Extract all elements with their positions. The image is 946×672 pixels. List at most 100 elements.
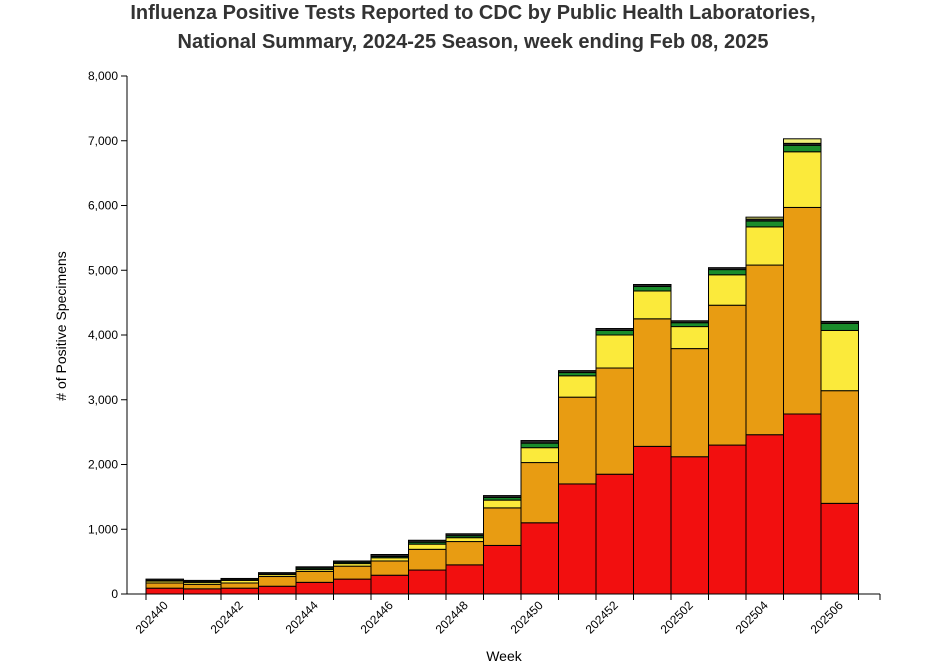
bar-segment-202440-s0 xyxy=(145,587,184,595)
bar-segment-202450-s4 xyxy=(520,440,559,444)
bar-segment-202504-s3 xyxy=(745,220,784,228)
bar-segment-202448-s2 xyxy=(445,537,484,543)
y-axis-title: # of Positive Specimens xyxy=(53,251,69,400)
bar-segment-202450-s1 xyxy=(520,462,559,524)
x-axis-title: Week xyxy=(486,648,523,664)
bar-segment-202443-s4 xyxy=(258,572,297,575)
bar-segment-202450-s2 xyxy=(520,447,559,464)
bar-segment-202505-s5 xyxy=(783,138,822,144)
bar-segment-202504-s2 xyxy=(745,226,784,266)
y-tick-label: 6,000 xyxy=(88,199,118,213)
bar-segment-202449-s2 xyxy=(483,499,522,509)
x-tick-label: 202448 xyxy=(433,598,471,636)
bar-segment-202505-s1 xyxy=(783,206,822,415)
bar-segment-202503-s1 xyxy=(708,304,747,446)
bar-segment-202440-s4 xyxy=(145,578,184,581)
bar-segment-202446-s4 xyxy=(370,554,409,557)
bar-segment-202448-s0 xyxy=(445,564,484,595)
bar-segment-202441-s4 xyxy=(183,579,222,583)
bar-segment-202446-s1 xyxy=(370,560,409,576)
bar-segment-202502-s2 xyxy=(670,326,709,350)
bar-segment-202447-s0 xyxy=(408,569,447,595)
x-tick-label: 202506 xyxy=(808,598,846,636)
bar-segment-202441-s1 xyxy=(183,583,222,590)
bar-segment-202442-s0 xyxy=(220,587,259,595)
bar-segment-202444-s0 xyxy=(295,581,334,595)
bar-segment-202447-s2 xyxy=(408,543,447,550)
bar-segment-202501-s1 xyxy=(633,318,672,447)
bar-segment-202505-s2 xyxy=(783,151,822,208)
bar-segment-202503-s2 xyxy=(708,274,747,306)
bar-segment-202501-s3 xyxy=(633,285,672,292)
bar-segment-202444-s1 xyxy=(295,570,334,583)
y-tick-label: 7,000 xyxy=(88,134,118,148)
bar-segment-202449-s4 xyxy=(483,495,522,499)
bar-segment-202444-s4 xyxy=(295,566,334,569)
bar-segment-202442-s4 xyxy=(220,577,259,581)
bar-segment-202442-s1 xyxy=(220,582,259,589)
y-tick-label: 4,000 xyxy=(88,328,118,342)
bar-segment-202452-s4 xyxy=(595,328,634,331)
bar-segment-202448-s4 xyxy=(445,533,484,537)
bars-group xyxy=(145,138,859,595)
bar-segment-202506-s3 xyxy=(820,322,859,331)
x-tick-label: 202444 xyxy=(283,598,321,636)
x-tick-label: 202504 xyxy=(733,598,771,636)
bar-segment-202501-s4 xyxy=(633,283,672,287)
bar-segment-202504-s5 xyxy=(745,216,784,220)
bar-segment-202452-s0 xyxy=(595,473,634,595)
bar-segment-202503-s4 xyxy=(708,267,747,271)
bar-segment-202506-s0 xyxy=(820,502,859,595)
bar-segment-202443-s1 xyxy=(258,576,297,587)
bar-segment-202504-s0 xyxy=(745,434,784,595)
bar-segment-202445-s1 xyxy=(333,565,372,580)
bar-segment-202505-s3 xyxy=(783,144,822,153)
bar-segment-202451-s1 xyxy=(558,396,597,485)
bar-segment-202449-s1 xyxy=(483,507,522,546)
bar-segment-202506-s1 xyxy=(820,390,859,504)
bar-segment-202501-s2 xyxy=(633,290,672,320)
bar-segment-202502-s0 xyxy=(670,456,709,595)
y-tick-label: 2,000 xyxy=(88,458,118,472)
y-tick-label: 0 xyxy=(111,587,118,601)
bar-segment-202501-s0 xyxy=(633,445,672,595)
bar-segment-202452-s2 xyxy=(595,334,634,369)
bar-segment-202451-s2 xyxy=(558,375,597,398)
x-tick-label: 202442 xyxy=(208,598,246,636)
x-tick-label: 202450 xyxy=(508,598,546,636)
bar-segment-202441-s0 xyxy=(183,588,222,595)
x-tick-label: 202452 xyxy=(583,598,621,636)
bar-segment-202503-s0 xyxy=(708,444,747,595)
bar-segment-202445-s0 xyxy=(333,578,372,595)
bar-segment-202502-s1 xyxy=(670,348,709,458)
bar-segment-202447-s1 xyxy=(408,548,447,571)
bar-segment-202503-s3 xyxy=(708,269,747,276)
bar-segment-202451-s0 xyxy=(558,483,597,595)
bar-segment-202504-s1 xyxy=(745,264,784,436)
bar-segment-202446-s0 xyxy=(370,574,409,595)
bar-segment-202449-s0 xyxy=(483,544,522,595)
y-tick-label: 1,000 xyxy=(88,522,118,536)
bar-segment-202450-s0 xyxy=(520,522,559,595)
y-tick-label: 8,000 xyxy=(88,69,118,83)
x-tick-label: 202440 xyxy=(133,598,171,636)
chart-title-line-2: National Summary, 2024-25 Season, week e… xyxy=(177,31,769,53)
bar-segment-202451-s4 xyxy=(558,370,597,374)
x-tick-label: 202446 xyxy=(358,598,396,636)
x-tick-label: 202502 xyxy=(658,598,696,636)
chart-title-line-1: Influenza Positive Tests Reported to CDC… xyxy=(130,2,816,24)
bar-segment-202506-s2 xyxy=(820,329,859,392)
bar-segment-202448-s1 xyxy=(445,541,484,566)
bar-segment-202452-s1 xyxy=(595,367,634,475)
bar-segment-202450-s3 xyxy=(520,442,559,449)
bar-segment-202443-s0 xyxy=(258,585,297,595)
y-tick-label: 3,000 xyxy=(88,393,118,407)
bar-segment-202440-s1 xyxy=(145,582,184,589)
bar-segment-202505-s0 xyxy=(783,413,822,595)
bar-segment-202452-s3 xyxy=(595,329,634,336)
bar-segment-202447-s4 xyxy=(408,539,447,543)
bar-segment-202502-s3 xyxy=(670,322,709,328)
bar-segment-202506-s4 xyxy=(820,320,859,324)
bar-segment-202502-s4 xyxy=(670,320,709,324)
